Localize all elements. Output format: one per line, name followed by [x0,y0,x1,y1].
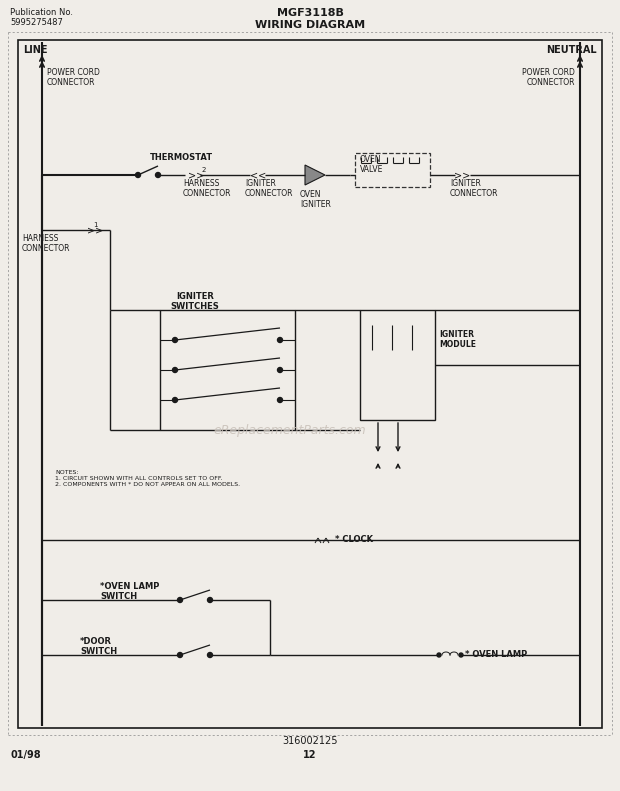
Text: WIRING DIAGRAM: WIRING DIAGRAM [255,20,365,30]
Circle shape [278,398,283,403]
Text: NOTES:
1. CIRCUIT SHOWN WITH ALL CONTROLS SET TO OFF.
2. COMPONENTS WITH * DO NO: NOTES: 1. CIRCUIT SHOWN WITH ALL CONTROL… [55,470,240,486]
Text: 2: 2 [202,167,206,173]
Text: eReplacementParts.com: eReplacementParts.com [214,423,366,437]
Text: IGNITER
SWITCHES: IGNITER SWITCHES [170,292,219,312]
Circle shape [172,368,177,373]
Text: >>: >> [188,170,204,180]
Circle shape [459,653,463,657]
Text: * CLOCK: * CLOCK [335,535,373,544]
Text: *OVEN LAMP
SWITCH: *OVEN LAMP SWITCH [100,582,159,601]
Bar [360,310,435,420]
Text: HARNESS
CONNECTOR: HARNESS CONNECTOR [183,179,231,199]
Text: >>: >> [454,170,470,180]
Bar [355,153,430,187]
Text: 12: 12 [303,750,317,760]
Circle shape [177,653,182,657]
Bar [18,40,602,728]
Text: 1: 1 [93,222,97,228]
Text: POWER CORD
CONNECTOR: POWER CORD CONNECTOR [522,68,575,87]
Text: *DOOR
SWITCH: *DOOR SWITCH [80,637,117,657]
Circle shape [136,172,141,177]
Text: HARNESS
CONNECTOR: HARNESS CONNECTOR [22,234,71,253]
Text: THERMOSTAT: THERMOSTAT [150,153,213,162]
Text: OVEN
VALVE: OVEN VALVE [360,155,383,174]
Circle shape [208,597,213,603]
Text: POWER CORD
CONNECTOR: POWER CORD CONNECTOR [47,68,100,87]
Text: 01/98: 01/98 [10,750,41,760]
Circle shape [172,338,177,343]
Text: IGNITER
MODULE: IGNITER MODULE [439,330,476,350]
Text: OVEN
IGNITER: OVEN IGNITER [300,190,331,210]
Text: IGNITER
CONNECTOR: IGNITER CONNECTOR [450,179,498,199]
Text: <<: << [250,170,266,180]
Text: >>: >> [87,225,103,235]
Text: Publication No.
5995275487: Publication No. 5995275487 [10,8,73,28]
Circle shape [208,653,213,657]
Circle shape [156,172,161,177]
Circle shape [177,597,182,603]
Circle shape [278,368,283,373]
Text: NEUTRAL: NEUTRAL [546,45,597,55]
Text: IGNITER
CONNECTOR: IGNITER CONNECTOR [245,179,293,199]
Circle shape [278,338,283,343]
Bar [160,310,295,430]
Text: LINE: LINE [23,45,48,55]
Polygon shape [305,165,325,185]
Text: MGF3118B: MGF3118B [277,8,343,18]
Text: 316002125: 316002125 [282,736,338,746]
Text: * OVEN LAMP: * OVEN LAMP [465,650,527,659]
Circle shape [437,653,441,657]
Circle shape [172,398,177,403]
